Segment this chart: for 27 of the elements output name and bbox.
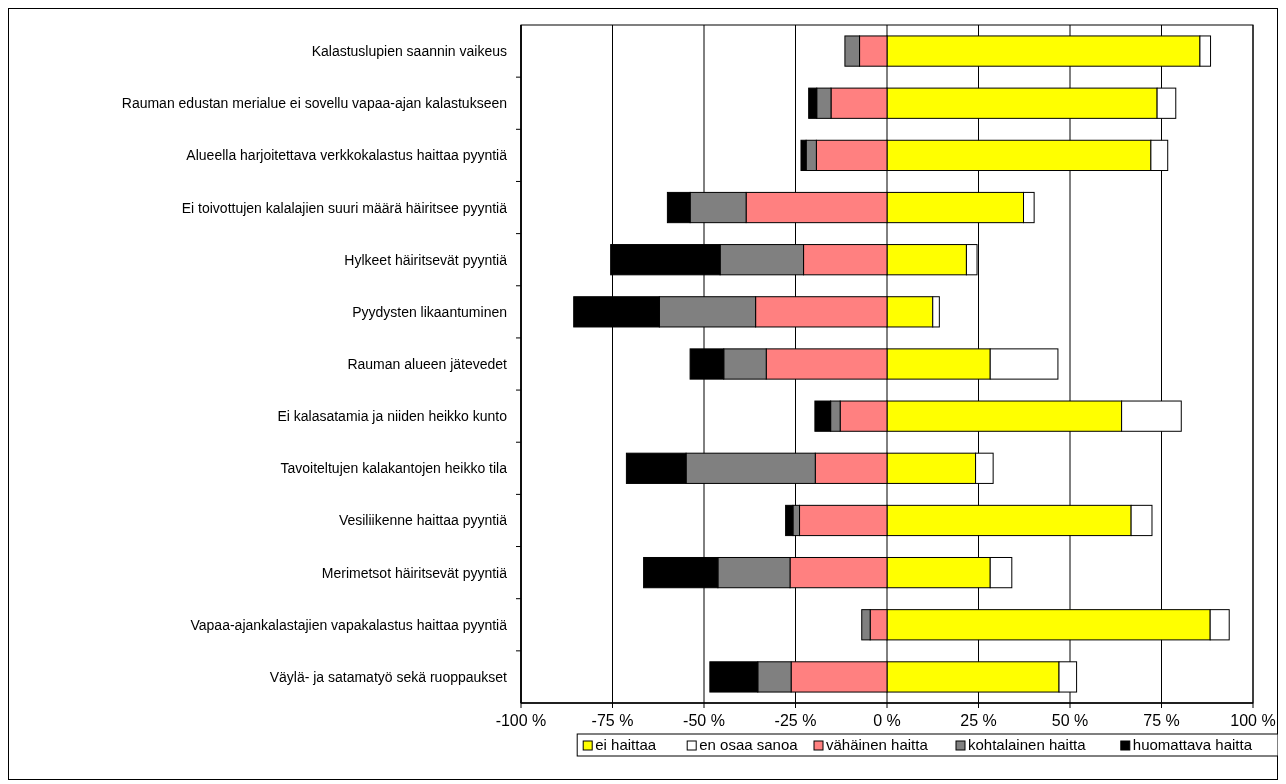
x-tick-label: -25 %: [774, 712, 817, 729]
x-tick-label: -75 %: [591, 712, 634, 729]
y-tick-label: Alueella harjoitettava verkkokalastus haittaa pyyntiä: [186, 147, 508, 164]
x-tick-label: 100 %: [1230, 712, 1276, 729]
x-tick-label: -100 %: [495, 712, 547, 729]
y-tick-label: Vesiliikenne haittaa pyyntiä: [338, 512, 508, 529]
legend-label: en osaa sanoa: [699, 736, 799, 753]
y-tick-label: Merimetsot häiritsevät pyyntiä: [321, 564, 508, 581]
x-tick-label: 0 %: [873, 712, 901, 729]
x-tick-label: 25 %: [960, 712, 997, 729]
legend-label: vähäinen haitta: [826, 736, 929, 753]
legend-label: kohtalainen haitta: [968, 736, 1087, 753]
y-tick-label: Rauman alueen jätevedet: [347, 356, 508, 372]
legend-label: ei haittaa: [595, 736, 657, 753]
y-tick-label: Ei toivottujen kalalajien suuri määrä häiritsee pyyntiä: [181, 199, 508, 216]
y-tick-label: Rauman edustan merialue ei sovellu vapaa-ajan kalastukseen: [121, 95, 507, 112]
y-tick-label: Pyydysten likaantuminen: [352, 303, 507, 320]
x-tick-label: 50 %: [1051, 712, 1089, 729]
x-tick-label: -50 %: [683, 712, 725, 729]
x-tick-label: 75 %: [1143, 712, 1180, 729]
y-tick-label: Väylä- ja satamatyö sekä ruoppaukset: [269, 668, 508, 685]
y-tick-label: Ei kalasatamia ja niiden heikko kunto: [277, 408, 508, 425]
y-tick-label: Vapaa-ajankalastajien vapakalastus haittaa pyyntiä: [190, 616, 508, 633]
y-tick-label: Hylkeet häiritsevät pyyntiä: [344, 251, 508, 268]
y-tick-label: Tavoiteltujen kalakantojen heikko tila: [280, 460, 508, 477]
legend-label: huomattava haitta: [1132, 736, 1253, 753]
y-tick-label: Kalastuslupien saannin vaikeus: [311, 43, 507, 60]
